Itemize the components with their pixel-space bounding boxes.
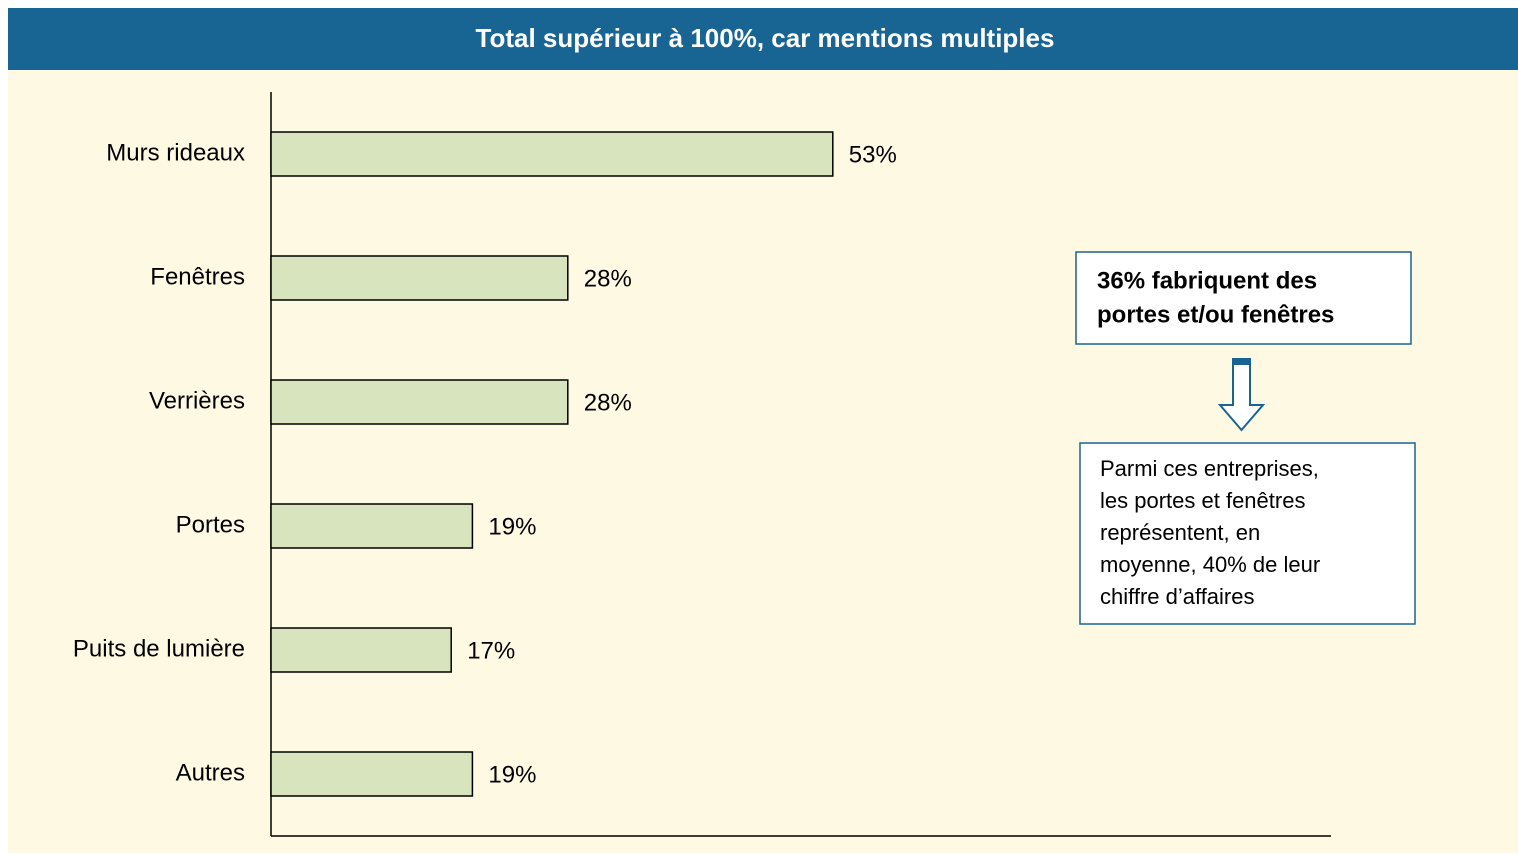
value-label: 17% <box>467 637 515 664</box>
annotation-box <box>1075 251 1412 345</box>
value-label: 53% <box>849 141 897 168</box>
annotation-text: les portes et fenêtres <box>1100 488 1305 513</box>
value-label: 28% <box>584 389 632 416</box>
category-label: Portes <box>176 511 245 538</box>
category-label: Murs rideaux <box>106 139 245 166</box>
category-label: Fenêtres <box>150 263 245 290</box>
annotation-text: 36% fabriquent des <box>1097 267 1317 294</box>
value-label: 28% <box>584 265 632 292</box>
bar <box>270 255 569 301</box>
bar <box>270 379 569 425</box>
annotation-text: chiffre d’affaires <box>1100 584 1255 609</box>
bar <box>270 503 474 549</box>
annotation-text: représentent, en <box>1100 520 1260 545</box>
arrow <box>1217 358 1266 432</box>
category-label: Verrières <box>149 387 245 414</box>
value-label: 19% <box>488 761 536 788</box>
annotation-text: Parmi ces entreprises, <box>1100 456 1319 481</box>
annotation-text: portes et/ou fenêtres <box>1097 301 1334 328</box>
bar <box>270 627 452 673</box>
bar <box>270 131 834 177</box>
annotation-box <box>1079 442 1416 625</box>
chart-title: Total supérieur à 100%, car mentions mul… <box>476 23 1055 53</box>
bar <box>270 751 474 797</box>
header-bar <box>8 8 1518 70</box>
value-label: 19% <box>488 513 536 540</box>
category-label: Autres <box>176 759 245 786</box>
category-label: Puits de lumière <box>73 635 245 662</box>
annotation-text: moyenne, 40% de leur <box>1100 552 1320 577</box>
